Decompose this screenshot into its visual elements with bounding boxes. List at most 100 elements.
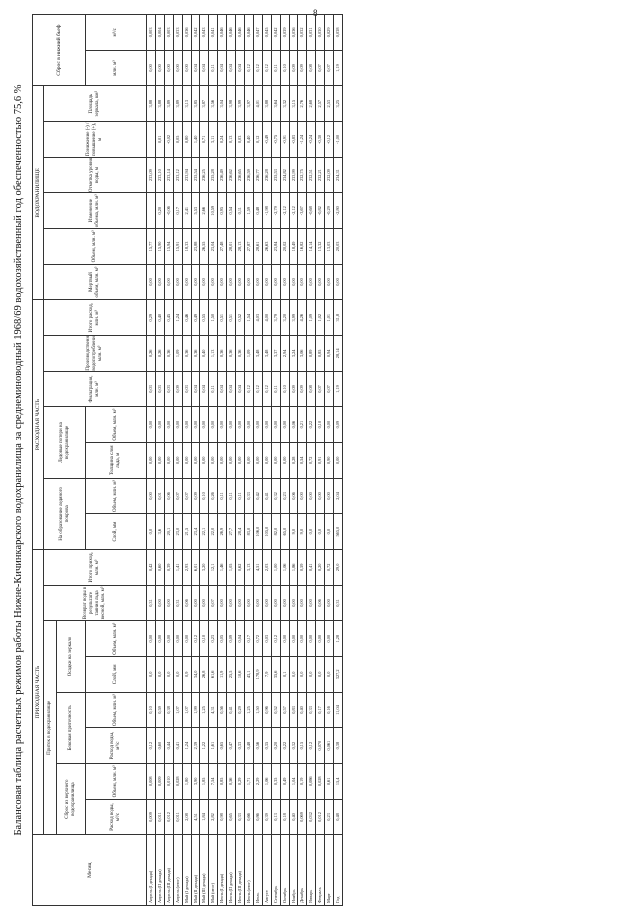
table-cell: 0,33 — [306, 692, 316, 728]
table-cell: 3,90 — [191, 763, 200, 800]
table-cell: 3,99 — [235, 85, 245, 122]
table-cell: -2,12 — [289, 192, 298, 229]
table-cell: 0,046 — [217, 14, 227, 51]
table-row: Май (II декада) 4,51 3,90 2,39 1,99 34,0 0,12 0… — [191, 14, 200, 906]
table-cell: 1,09 — [173, 335, 183, 372]
table-cell: 0,05 — [217, 620, 227, 657]
table-cell: 0,00 — [262, 264, 272, 300]
table-cell: 0,04 — [235, 371, 245, 407]
table-cell: 0,00 — [289, 620, 298, 657]
table-cell: 2,94 — [280, 335, 289, 372]
header-total-expense: Итого расход, млн. м³ — [43, 299, 147, 336]
table-cell: 61,6 — [208, 656, 218, 693]
table-cell: 3,6 — [155, 513, 165, 550]
table-row: Август 0,39 1,06 0,35 0,96 7,9 0,03 0,00 2,03 105… — [262, 14, 272, 906]
table-cell: 0,00 — [315, 620, 325, 657]
table-cell: 0,00 — [164, 406, 174, 443]
table-cell: 0,48 — [244, 727, 254, 764]
table-cell: 0,12 — [253, 50, 263, 86]
table-cell: 0,72 — [324, 549, 334, 586]
table-row: Июнь (III декада) 0,33 0,29 0,33 0,29 10,6 0,0… — [235, 14, 245, 906]
table-cell: 1,19 — [333, 50, 343, 86]
table-cell: 0,00 — [226, 264, 236, 300]
table-row: Сентябрь 0,13 0,35 0,20 0,52 35,6 0,12 0,00 1,00… — [271, 14, 281, 906]
table-cell: 0,65 — [226, 799, 236, 835]
table-cell: 0,00 — [235, 264, 245, 300]
row-month: Апрель (III декада) — [164, 834, 174, 906]
table-cell: 0,00 — [280, 620, 289, 657]
table-row: Апрель (III декада) 0,012 0,010 0,44 0,38 0,0… — [164, 14, 174, 906]
table-cell: 4,01 — [253, 85, 263, 122]
table-cell: 0,9 — [182, 656, 192, 693]
table-cell: 0,45 — [164, 299, 174, 336]
table-cell: 3,20 — [280, 299, 289, 336]
row-month: Год — [333, 834, 343, 906]
table-cell: 233,94 — [182, 157, 192, 193]
row-month: Июнь (III декада) — [235, 834, 245, 906]
header-spillway-volume: млн. м³ — [85, 50, 147, 86]
table-cell: 0,03 — [146, 371, 156, 407]
table-cell: 0,0 — [315, 513, 325, 550]
table-cell: 20,1 — [164, 513, 174, 550]
table-cell: 0,41 — [173, 727, 183, 764]
table-cell: 3,64 — [271, 85, 281, 122]
table-cell: -0,29 — [324, 192, 334, 229]
table-cell: 0,47 — [226, 727, 236, 764]
table-cell: 0,00 — [271, 585, 281, 621]
table-cell: 0,003 — [164, 14, 174, 51]
header-level-change: Понижение (-) /повышение (+), м — [43, 121, 147, 158]
table-cell: 0,00 — [173, 620, 183, 657]
table-cell: 0,00 — [155, 585, 165, 621]
table-cell: 0,85 — [217, 763, 227, 800]
table-cell: 0,033 — [173, 14, 183, 51]
table-cell: 0,04 — [226, 371, 236, 407]
table-row: Апрель (II декада) 0,011 0,009 0,60 0,59 0,0 0… — [155, 14, 165, 906]
table-cell: 0,00 — [199, 264, 209, 300]
table-cell: 0,06 — [182, 585, 192, 621]
row-month: Сентябрь — [271, 834, 281, 906]
table-cell: 15,94 — [164, 228, 174, 265]
table-cell: 0,00 — [297, 585, 307, 621]
table-cell: 0,032 — [306, 799, 316, 835]
header-dead-volume: Мертвый объем, млн. м³ — [43, 264, 147, 300]
table-cell: 0,032 — [297, 14, 307, 51]
table-cell: 0,00 — [315, 264, 325, 300]
table-cell: 0,00 — [244, 442, 254, 479]
table-cell: 22,1 — [199, 513, 209, 550]
table-cell: 0,36 — [226, 335, 236, 372]
table-cell: 0,91 — [315, 442, 325, 479]
table-cell: 23,88 — [191, 228, 200, 265]
header-volume: Объем, млн. м³ — [43, 228, 147, 265]
table-cell: 0,028 — [315, 763, 325, 800]
table-cell: 0,90 — [324, 442, 334, 479]
table-cell: 65,0 — [280, 513, 289, 550]
table-row: Июнь (II декада) 0,65 0,56 0,47 0,41 25,5 0,09… — [226, 14, 236, 906]
table-cell: 4,03 — [253, 299, 263, 336]
table-cell: 0,038 — [333, 14, 343, 51]
table-cell: 1,25 — [199, 692, 209, 728]
table-cell: 1,09 — [306, 299, 316, 336]
table-cell: 3,97 — [244, 85, 254, 122]
table-row: Апрель (I декада) 0,009 0,008 0,12 0,10 0,0 0,… — [146, 14, 156, 906]
table-cell: 0,04 — [226, 50, 236, 86]
table-cell: 0,09 — [333, 406, 343, 443]
row-month: Декабрь — [297, 834, 307, 906]
table-cell: 0,40 — [199, 335, 209, 372]
table-cell: 0,35 — [271, 763, 281, 800]
table-cell: 25,5 — [226, 656, 236, 693]
table-cell: 15,91 — [173, 228, 183, 265]
table-cell: 0,00 — [306, 585, 316, 621]
table-cell: 0,11 — [226, 478, 236, 514]
row-month: Май (II декада) — [191, 834, 200, 906]
table-cell: 0,04 — [217, 371, 227, 407]
table-cell: 236,77 — [253, 157, 263, 193]
table-cell: 0,00 — [226, 406, 236, 443]
table-cell: 0,00 — [217, 585, 227, 621]
table-cell: 0,26 — [146, 335, 156, 372]
table-cell: 0,48 — [253, 192, 263, 229]
table-cell: 0,16 — [324, 692, 334, 728]
table-cell: -1,98 — [262, 192, 272, 229]
table-cell: 0,94 — [324, 335, 334, 372]
table-cell: 1,00 — [271, 549, 281, 586]
header-upstream-discharge-volume: Объем, млн. м³ — [85, 763, 147, 800]
